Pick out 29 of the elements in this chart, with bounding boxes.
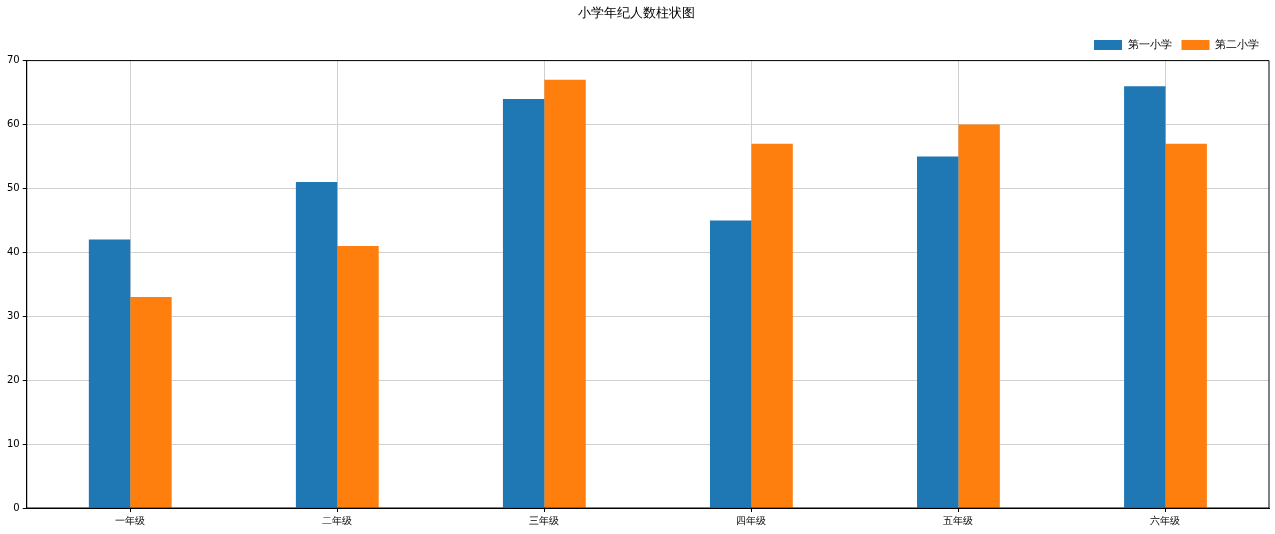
bar: [88, 239, 131, 508]
legend-label: 第二小学: [1215, 37, 1259, 51]
bar: [709, 220, 752, 508]
x-tick-label: 五年级: [943, 514, 974, 526]
bar: [337, 245, 379, 508]
x-tick-label: 三年级: [529, 514, 560, 526]
y-tick-label: 40: [6, 245, 20, 257]
bar: [295, 182, 338, 508]
bar: [917, 156, 959, 508]
bar: [1124, 86, 1166, 508]
bar: [502, 98, 545, 508]
bar: [544, 79, 586, 508]
y-tick-label: 30: [6, 309, 20, 321]
y-tick-label: 50: [6, 182, 20, 194]
x-tick-label: 一年级: [115, 514, 146, 526]
y-tick-label: 10: [6, 437, 20, 449]
bar: [958, 124, 1000, 508]
bar: [1165, 143, 1207, 508]
y-tick-label: 60: [6, 118, 20, 130]
y-tick-label: 70: [6, 54, 20, 66]
x-tick-label: 二年级: [322, 514, 353, 526]
bar: [751, 143, 793, 508]
legend-label: 第一小学: [1127, 37, 1172, 51]
x-tick-label: 四年级: [736, 514, 767, 526]
bar: [130, 297, 172, 508]
chart-title: 小学年纪人数柱状图: [578, 5, 695, 21]
y-tick-label: 20: [6, 373, 20, 385]
x-tick-label: 六年级: [1150, 514, 1181, 526]
y-tick-label: 0: [13, 501, 20, 513]
